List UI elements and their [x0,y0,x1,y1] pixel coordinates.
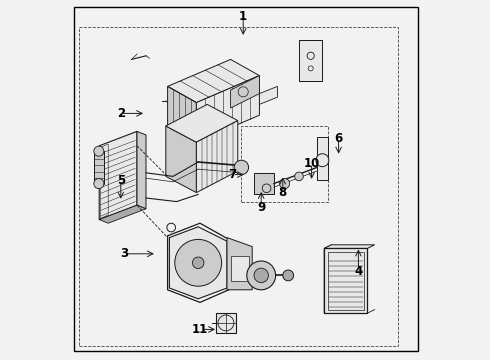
Bar [94,151,104,184]
Polygon shape [168,59,259,103]
Polygon shape [170,227,227,299]
Circle shape [238,87,248,97]
Circle shape [193,257,204,269]
Circle shape [94,146,104,156]
Bar [216,313,236,333]
Bar [324,248,368,313]
Text: 11: 11 [192,323,208,336]
Bar [328,252,364,310]
Polygon shape [324,245,331,313]
Text: 8: 8 [279,186,287,199]
Polygon shape [166,104,238,142]
Polygon shape [99,205,146,223]
Text: 10: 10 [303,157,320,170]
Text: 9: 9 [257,201,265,213]
Text: 4: 4 [354,265,363,278]
Text: 3: 3 [121,247,128,260]
Bar [231,256,248,281]
Circle shape [247,261,275,290]
Polygon shape [317,137,328,180]
Polygon shape [166,126,196,193]
Text: 1: 1 [239,10,247,23]
Circle shape [262,184,271,193]
Polygon shape [137,131,146,209]
Circle shape [175,239,221,286]
Polygon shape [99,131,137,220]
Circle shape [283,270,294,281]
Circle shape [294,172,303,181]
Polygon shape [227,238,252,290]
Text: 5: 5 [117,174,125,186]
Bar [254,173,274,194]
Circle shape [280,179,290,189]
Text: 2: 2 [117,107,125,120]
Polygon shape [259,86,277,104]
Bar [79,27,398,346]
Text: 7: 7 [228,168,237,181]
Circle shape [234,160,248,175]
Polygon shape [196,121,238,193]
Polygon shape [231,76,259,108]
Circle shape [316,154,329,167]
Circle shape [254,268,269,283]
Polygon shape [168,86,196,142]
Bar [299,40,322,81]
Polygon shape [252,266,267,284]
Circle shape [94,179,104,189]
Text: 6: 6 [335,132,343,145]
Polygon shape [196,76,259,142]
Polygon shape [324,245,374,248]
